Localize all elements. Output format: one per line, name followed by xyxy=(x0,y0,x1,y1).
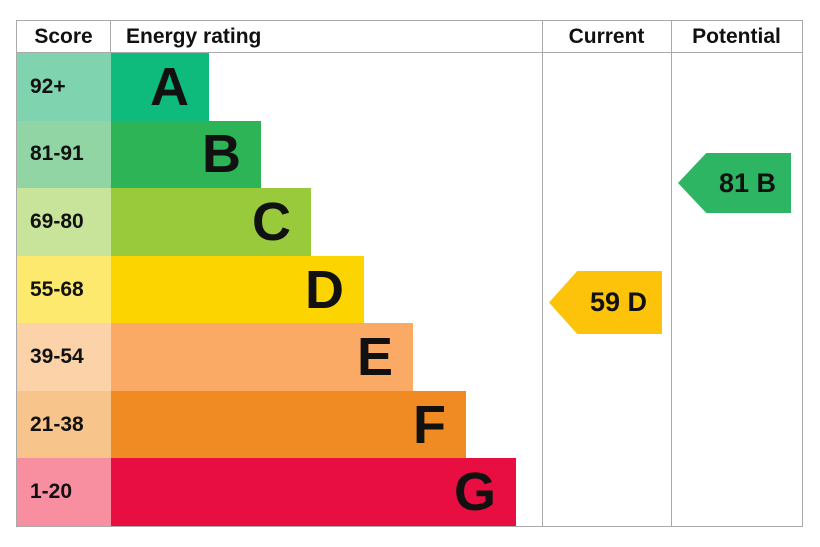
header-current: Current xyxy=(568,24,645,48)
bar-row: C xyxy=(111,188,542,256)
score-cell-b: 81-91 xyxy=(17,120,111,189)
table-header: Score Energy rating Current Potential xyxy=(17,21,802,53)
bar-row: A xyxy=(111,53,542,121)
rating-bar-b: B xyxy=(111,120,261,189)
rating-bar-a: A xyxy=(111,53,209,121)
rating-bar-c: C xyxy=(111,188,311,256)
rating-rows: 92+ 81-91 69-80 55-68 39-54 21-38 1-20 A… xyxy=(17,53,802,527)
header-potential: Potential xyxy=(692,24,781,48)
score-cell-g: 1-20 xyxy=(17,458,111,527)
bar-row: D xyxy=(111,255,542,324)
bar-row: B xyxy=(111,120,542,189)
score-cell-d: 55-68 xyxy=(17,255,111,324)
header-energy-rating: Energy rating xyxy=(126,24,262,48)
current-column-divider xyxy=(542,21,543,526)
score-cell-f: 21-38 xyxy=(17,390,111,459)
potential-column-divider xyxy=(671,21,672,526)
score-cell-e: 39-54 xyxy=(17,323,111,391)
rating-bar-f: F xyxy=(111,390,466,459)
bar-row: F xyxy=(111,390,542,459)
rating-bar-e: E xyxy=(111,323,413,391)
score-cell-c: 69-80 xyxy=(17,188,111,256)
energy-rating-bars: A B C D E F G xyxy=(111,53,542,527)
bar-row: E xyxy=(111,323,542,391)
epc-rating-table: Score Energy rating Current Potential 92… xyxy=(16,20,803,527)
score-cell-a: 92+ xyxy=(17,53,111,121)
bar-row: G xyxy=(111,458,542,527)
rating-bar-d: D xyxy=(111,255,364,324)
header-score: Score xyxy=(17,21,111,52)
score-column: 92+ 81-91 69-80 55-68 39-54 21-38 1-20 xyxy=(17,53,111,527)
rating-bar-g: G xyxy=(111,458,516,527)
